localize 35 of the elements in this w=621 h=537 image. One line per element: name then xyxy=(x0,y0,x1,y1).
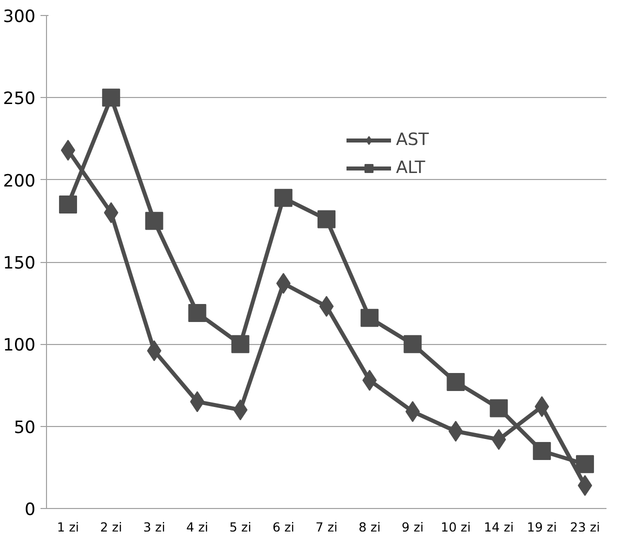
point xyxy=(318,210,336,228)
x-tick-label: 3 zi xyxy=(143,520,166,534)
x-tick-label: 1 zi xyxy=(57,520,80,534)
x-tick-label: 4 zi xyxy=(186,520,208,534)
y-tick-label: 0 xyxy=(24,500,36,520)
point xyxy=(532,442,551,460)
point xyxy=(59,195,78,214)
x-tick-label: 2 zi xyxy=(100,520,122,534)
x-tick-label: 9 zi xyxy=(402,520,424,534)
y-tick-label: 100 xyxy=(3,336,36,356)
legend-label: AST xyxy=(396,130,429,150)
x-tick-label: 14 zi xyxy=(484,520,514,534)
x-tick-label: 8 zi xyxy=(358,520,381,534)
y-tick-label: 300 xyxy=(3,7,36,27)
point xyxy=(102,88,120,107)
point xyxy=(360,308,379,327)
legend-label: ALT xyxy=(396,158,426,178)
point xyxy=(145,212,164,230)
y-tick-label: 200 xyxy=(3,171,36,192)
point xyxy=(404,335,422,354)
point xyxy=(490,399,508,418)
point xyxy=(231,335,250,354)
x-tick-label: 10 zi xyxy=(440,520,471,534)
x-tick-label: 23 zi xyxy=(570,520,600,534)
point xyxy=(446,372,465,391)
point xyxy=(576,455,594,474)
x-tick-label: 6 zi xyxy=(272,520,294,534)
x-tick-label: 5 zi xyxy=(229,520,252,534)
point xyxy=(188,304,206,322)
y-tick-label: 250 xyxy=(3,89,36,110)
y-tick-label: 50 xyxy=(14,418,36,438)
point xyxy=(274,188,292,207)
y-tick-label: 150 xyxy=(3,254,36,274)
x-tick-label: 7 zi xyxy=(316,520,338,534)
x-tick-label: 19 zi xyxy=(526,520,557,534)
